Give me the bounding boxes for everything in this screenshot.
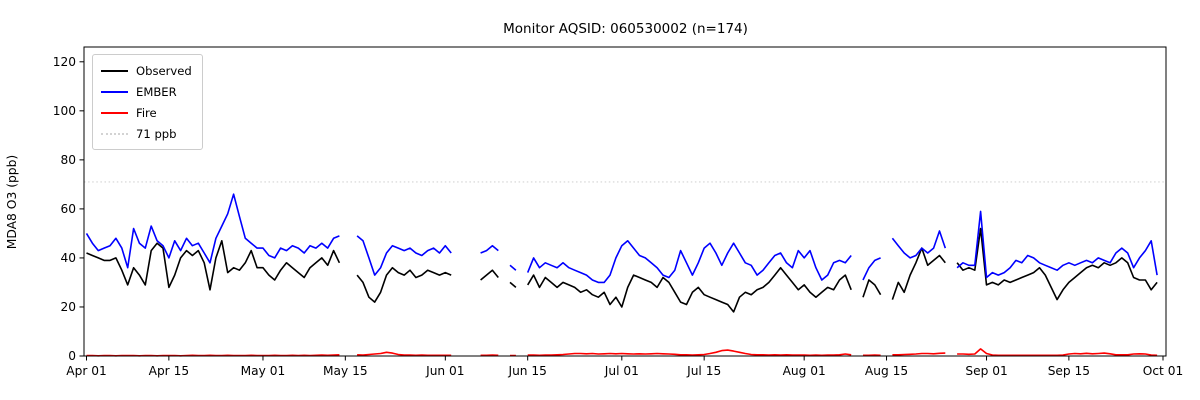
chart-title: Monitor AQSID: 060530002 (n=174): [503, 21, 748, 37]
legend-item-ember: EMBER: [101, 81, 192, 102]
legend: Observed EMBER Fire 71 ppb: [92, 54, 203, 150]
ember-line-swatch: [101, 90, 128, 93]
x-tick-label: Sep 15: [1048, 364, 1090, 378]
x-tick-label: Oct 01: [1143, 364, 1183, 378]
observed-line: [86, 227, 1158, 313]
x-tick-label: Jun 01: [425, 364, 464, 378]
y-tick-label: 100: [53, 104, 76, 118]
legend-label-threshold: 71 ppb: [136, 126, 177, 141]
y-tick-label: 0: [68, 349, 76, 363]
legend-label-observed: Observed: [136, 63, 192, 78]
legend-label-fire: Fire: [136, 105, 157, 120]
x-tick-label: Apr 15: [149, 364, 189, 378]
y-tick-label: 20: [60, 300, 76, 314]
y-tick-label: 120: [53, 55, 76, 69]
legend-item-fire: Fire: [101, 102, 192, 123]
x-tick-label: May 15: [323, 364, 368, 378]
x-axis: Apr 01 Apr 15 May 01 May 15 Jun 01 Jun 15 Jul …: [66, 356, 1183, 378]
y-tick-label: 80: [60, 153, 76, 167]
fire-line: [86, 348, 1158, 357]
axes-frame: [83, 46, 1167, 357]
legend-label-ember: EMBER: [136, 84, 177, 99]
observed-line-swatch: [101, 69, 128, 72]
fire-line-swatch: [101, 111, 128, 114]
x-tick-label: Sep 01: [965, 364, 1007, 378]
x-tick-label: Apr 01: [66, 364, 106, 378]
y-tick-label: 40: [60, 251, 76, 265]
y-axis: 0 20 40 60 80 100 120: [53, 55, 84, 363]
x-tick-label: May 01: [241, 364, 286, 378]
y-tick-label: 60: [60, 202, 76, 216]
ember-line: [85, 193, 1158, 284]
x-tick-label: Aug 15: [865, 364, 908, 378]
threshold-line-swatch: [101, 132, 128, 135]
x-tick-label: Jul 15: [686, 364, 721, 378]
x-tick-label: Jul 01: [604, 364, 639, 378]
x-tick-label: Jun 15: [507, 364, 546, 378]
legend-item-threshold: 71 ppb: [101, 123, 192, 144]
legend-item-observed: Observed: [101, 60, 192, 81]
x-tick-label: Aug 01: [783, 364, 826, 378]
